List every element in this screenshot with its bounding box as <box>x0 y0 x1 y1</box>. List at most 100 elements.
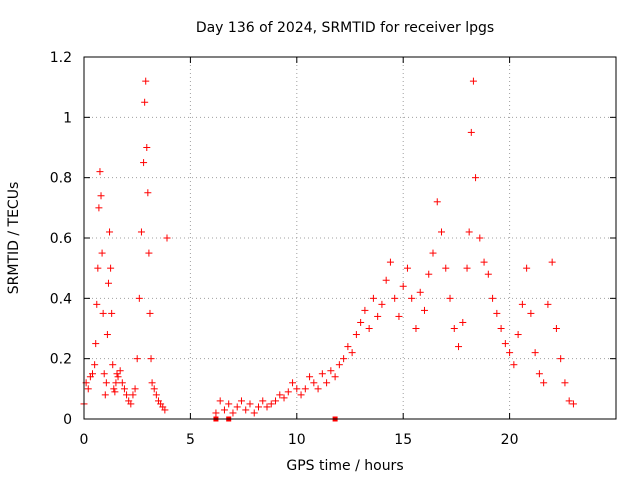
data-point <box>476 234 484 242</box>
data-point <box>267 400 275 408</box>
data-point <box>104 279 112 287</box>
data-point <box>84 385 92 393</box>
data-point <box>127 400 135 408</box>
data-point <box>237 397 245 405</box>
data-point <box>497 325 505 332</box>
data-point <box>103 331 111 339</box>
data-point <box>501 340 509 348</box>
data-point <box>544 300 552 308</box>
data-point <box>382 276 390 284</box>
data-point <box>352 331 360 339</box>
data-point <box>259 397 267 405</box>
data-point <box>144 189 152 197</box>
data-point <box>510 361 518 369</box>
data-point <box>420 306 428 314</box>
data-point <box>480 258 488 266</box>
data-point <box>484 270 492 278</box>
x-tick-label: 15 <box>394 432 412 448</box>
data-point <box>455 343 463 351</box>
data-point <box>357 318 365 326</box>
data-point <box>527 309 535 317</box>
data-point <box>348 349 356 357</box>
data-point <box>314 385 322 393</box>
data-point <box>284 388 292 396</box>
data-point <box>102 379 110 387</box>
data-point <box>318 370 326 378</box>
x-tick-label: 10 <box>288 432 306 448</box>
data-point <box>569 400 577 408</box>
data-point <box>331 373 339 381</box>
data-point <box>147 355 155 363</box>
data-point <box>254 403 262 411</box>
data-point <box>425 270 433 278</box>
data-point <box>131 385 139 393</box>
data-point <box>489 294 497 302</box>
data-point <box>531 349 539 357</box>
data-point <box>506 349 514 357</box>
data-point <box>493 309 501 317</box>
data-point <box>463 264 471 272</box>
data-point <box>459 318 467 326</box>
chart-title: Day 136 of 2024, SRMTID for receiver lpg… <box>196 20 494 36</box>
data-point <box>557 355 565 363</box>
data-point <box>145 249 153 257</box>
data-point <box>518 300 526 308</box>
data-point <box>446 294 454 302</box>
data-point <box>429 249 437 257</box>
data-point <box>123 391 131 399</box>
y-tick-label: 0.2 <box>50 352 72 368</box>
y-tick-label: 1 <box>63 110 72 126</box>
data-point <box>310 379 318 387</box>
x-tick-label: 20 <box>501 432 519 448</box>
data-point <box>465 228 473 236</box>
data-point <box>91 361 99 369</box>
data-point <box>216 397 224 405</box>
y-tick-label: 1.2 <box>50 50 72 66</box>
data-point <box>403 264 411 272</box>
data-point <box>99 309 107 317</box>
y-axis-label: SRMTID / TECUs <box>6 182 22 295</box>
data-point <box>344 343 352 351</box>
data-point <box>133 355 141 363</box>
data-point <box>438 228 446 236</box>
data-point <box>141 98 149 106</box>
data-point <box>340 355 348 363</box>
data-point <box>467 128 475 136</box>
data-point <box>96 168 104 176</box>
data-point <box>97 192 105 200</box>
data-point <box>110 385 118 393</box>
data-point <box>301 385 309 393</box>
data-point <box>107 264 115 272</box>
x-tick-label: 5 <box>186 432 195 448</box>
data-point <box>472 174 480 182</box>
data-point <box>412 325 420 332</box>
data-point <box>399 282 407 290</box>
data-point <box>369 294 377 302</box>
data-point <box>540 379 548 387</box>
data-point <box>143 144 151 151</box>
data-point <box>386 258 394 266</box>
data-point <box>408 294 416 302</box>
x-tick-label: 0 <box>80 432 89 448</box>
data-point <box>129 391 137 399</box>
data-point <box>323 379 331 387</box>
grid-lines <box>84 57 616 419</box>
data-point <box>442 264 450 272</box>
data-point <box>92 340 100 348</box>
data-point <box>306 373 314 381</box>
data-point <box>297 391 305 399</box>
data-point <box>280 394 288 402</box>
data-point <box>433 198 441 206</box>
data-point <box>276 391 284 399</box>
data-point <box>535 370 543 378</box>
data-points <box>80 77 577 422</box>
data-point <box>450 325 458 332</box>
data-point <box>98 249 106 257</box>
data-point <box>140 159 148 167</box>
data-point <box>116 367 124 375</box>
data-point <box>111 388 119 396</box>
data-point <box>391 294 399 302</box>
data-point <box>233 403 241 411</box>
data-point <box>514 331 522 339</box>
